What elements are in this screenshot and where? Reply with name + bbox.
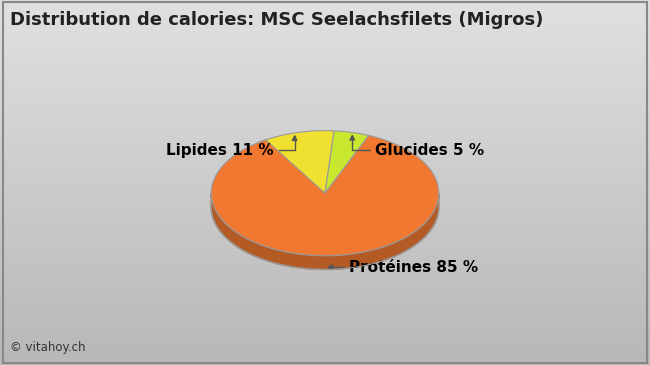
- PathPatch shape: [325, 131, 369, 193]
- Text: Protéines 85 %: Protéines 85 %: [328, 260, 478, 275]
- Text: © vitahoy.ch: © vitahoy.ch: [10, 341, 85, 354]
- Text: Glucides 5 %: Glucides 5 %: [350, 135, 484, 158]
- Polygon shape: [211, 193, 439, 269]
- Polygon shape: [211, 193, 439, 269]
- Text: Distribution de calories: MSC Seelachsfilets (Migros): Distribution de calories: MSC Seelachsfi…: [10, 11, 543, 29]
- PathPatch shape: [211, 135, 439, 256]
- PathPatch shape: [260, 131, 334, 193]
- Text: Lipides 11 %: Lipides 11 %: [166, 136, 297, 158]
